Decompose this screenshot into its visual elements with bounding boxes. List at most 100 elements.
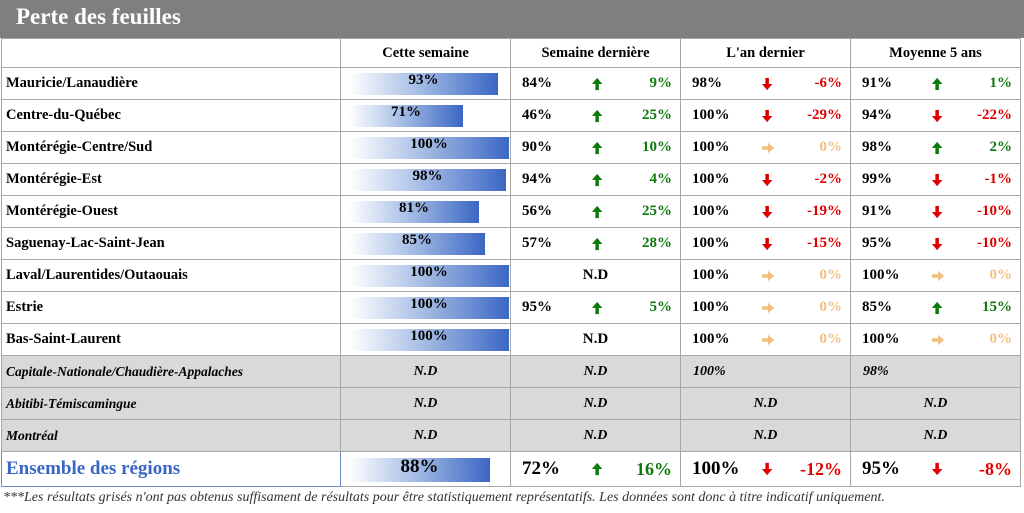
progress-bar [349, 201, 479, 223]
avg-5yr-cell: 91% 1% [850, 67, 1021, 100]
avg-5yr-cell: 100% 0% [850, 323, 1021, 356]
value: 100% [692, 235, 730, 251]
change-value: 15% [982, 299, 1012, 315]
last-year-cell: 100% 0% [680, 291, 851, 324]
table-row: Laval/Laurentides/Outaouais 100% N.D 100% 0%… [1, 259, 1021, 292]
arrow-up-icon [920, 299, 956, 317]
table-row: Bas-Saint-Laurent 100% N.D 100% 0% 100% 0% [1, 323, 1021, 356]
this-week-value: 100% [410, 136, 448, 152]
region-name: Montérégie-Est [1, 163, 341, 196]
this-week-value: 98% [412, 168, 443, 184]
arrow-down-icon [920, 460, 956, 478]
progress-bar [349, 297, 509, 319]
arrow-up-icon [920, 139, 956, 157]
region-name: Estrie [1, 291, 341, 324]
region-name: Bas-Saint-Laurent [1, 323, 341, 356]
this-week-cell: 93% [340, 67, 511, 100]
this-week-cell: 100% [340, 323, 511, 356]
table-row: Mauricie/Lanaudière 93% 84% 9% 98% -6% 91% 1% [1, 67, 1021, 100]
change-value: 2% [989, 139, 1013, 155]
this-week-cell: 81% [340, 195, 511, 228]
arrow-down-icon [750, 107, 786, 125]
arrow-down-icon [750, 171, 786, 189]
table-row: Montérégie-Ouest 81% 56% 25% 100% -19% 91% -10% [1, 195, 1021, 228]
value: 94% [862, 107, 892, 123]
table-row: Estrie 100% 95% 5% 100% 0% 85% 15% [1, 291, 1021, 324]
this-week-cell: 100% [340, 131, 511, 164]
total-row: Ensemble des régions 88% 72% 16% 100% -12% 95%… [1, 451, 1021, 487]
progress-bar [349, 329, 509, 351]
header-region [1, 38, 341, 68]
arrow-right-icon [750, 299, 786, 317]
change-value: -6% [814, 75, 843, 91]
last-year-cell: 100% 0% [680, 323, 851, 356]
last-year-cell: 100% 0% [680, 259, 851, 292]
last-week-cell: 72% 16% [510, 451, 681, 487]
last-year-cell: 100% -12% [680, 451, 851, 487]
avg-cell: 98% [850, 355, 1021, 388]
last-week-cell: 95% 5% [510, 291, 681, 324]
region-name: Saguenay-Lac-Saint-Jean [1, 227, 341, 260]
last-year-cell: 98% -6% [680, 67, 851, 100]
region-name: Montréal [1, 419, 341, 452]
value: 100% [692, 299, 730, 315]
change-value: 1% [989, 75, 1013, 91]
arrow-down-icon [920, 235, 956, 253]
change-value: -22% [977, 107, 1012, 123]
avg-5yr-cell: 99% -1% [850, 163, 1021, 196]
change-value: 28% [642, 235, 672, 251]
this-week-value: 81% [399, 200, 429, 216]
last-week-cell: 46% 25% [510, 99, 681, 132]
change-value: 10% [642, 139, 672, 155]
change-value: -10% [977, 235, 1012, 251]
this-week-value: 100% [410, 328, 448, 344]
arrow-up-icon [920, 75, 956, 93]
total-region-name: Ensemble des régions [1, 451, 341, 487]
value: 100% [692, 203, 730, 219]
avg-5yr-cell: 95% -10% [850, 227, 1021, 260]
this-week-value: 85% [402, 232, 432, 248]
table-row: Montérégie-Centre/Sud 100% 90% 10% 100% 0% 98%… [1, 131, 1021, 164]
arrow-right-icon [750, 331, 786, 349]
this-week-value: 71% [391, 104, 421, 120]
arrow-down-icon [750, 460, 786, 478]
this-week-value: 100% [410, 296, 448, 312]
value: 56% [522, 203, 552, 219]
change-value: -12% [800, 458, 842, 479]
value: 100% [692, 139, 730, 155]
change-value: 0% [989, 331, 1013, 347]
change-value: -19% [807, 203, 842, 219]
arrow-down-icon [920, 171, 956, 189]
progress-bar [349, 73, 498, 95]
avg-cell: N.D [850, 419, 1021, 452]
this-week-cell: 85% [340, 227, 511, 260]
this-week-cell: 100% [340, 259, 511, 292]
header-last-week: Semaine dernière [510, 38, 681, 68]
region-name: Montérégie-Centre/Sud [1, 131, 341, 164]
value: 98% [692, 75, 722, 91]
arrow-down-icon [920, 203, 956, 221]
arrow-up-icon [580, 460, 616, 478]
value: 99% [862, 171, 892, 187]
footnote: ***Les résultats grisés n'ont pas obtenu… [3, 490, 885, 505]
arrow-up-icon [580, 299, 616, 317]
last-year-cell: 100% 0% [680, 131, 851, 164]
change-value: 9% [649, 75, 673, 91]
value: 72% [522, 458, 560, 479]
value: 100% [692, 171, 730, 187]
change-value: 5% [649, 299, 673, 315]
table-row: Saguenay-Lac-Saint-Jean 85% 57% 28% 100% -15%… [1, 227, 1021, 260]
this-week-value: 93% [408, 72, 439, 88]
this-week-cell: 98% [340, 163, 511, 196]
header-5yr-average: Moyenne 5 ans [850, 38, 1021, 68]
change-value: -10% [977, 203, 1012, 219]
value: 94% [522, 171, 552, 187]
arrow-up-icon [580, 139, 616, 157]
value: 100% [692, 331, 730, 347]
avg-5yr-cell: 94% -22% [850, 99, 1021, 132]
last-year-cell: 100% -19% [680, 195, 851, 228]
value: 100% [692, 267, 730, 283]
table-row-grayed: Capitale-Nationale/Chaudière-Appalaches N… [1, 355, 1021, 388]
change-value: -1% [984, 171, 1013, 187]
change-value: 25% [642, 203, 672, 219]
